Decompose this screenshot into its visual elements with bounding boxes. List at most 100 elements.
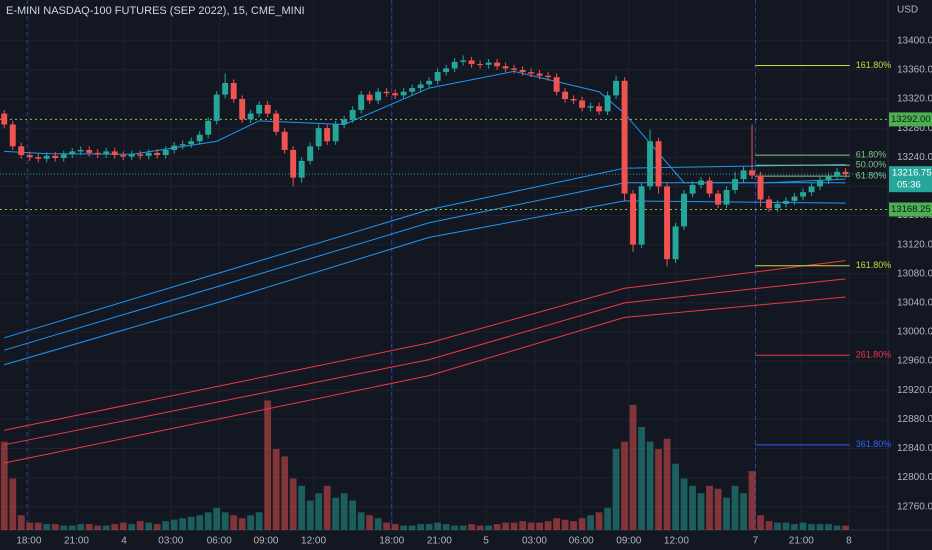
x-tick-label: 21:00 (64, 536, 89, 547)
x-tick-label: 06:00 (569, 536, 594, 547)
volume-bar (34, 522, 42, 530)
y-tick-label: 13040.00 (897, 297, 932, 308)
candle-body (791, 196, 798, 201)
candle-body (579, 100, 586, 108)
candle-body (256, 104, 263, 114)
candle-body (9, 124, 16, 147)
volume-bar (0, 441, 8, 530)
candle-body (494, 62, 501, 67)
x-tick-label: 03:00 (158, 536, 183, 547)
volume-bar (417, 524, 425, 530)
volume-bar (425, 524, 433, 530)
x-tick-label: 12:00 (664, 536, 689, 547)
volume-bar (442, 524, 450, 530)
y-tick-label: 12800.00 (897, 472, 932, 483)
candle-body (162, 149, 169, 156)
candle-body (52, 155, 59, 158)
candle-body (324, 128, 331, 142)
volume-bar (60, 525, 68, 530)
x-tick-label: 18:00 (16, 536, 41, 547)
fib-label: 161.80% (856, 260, 892, 270)
candle-body (706, 180, 713, 194)
candle-body (273, 113, 280, 132)
x-tick-label: 5 (483, 536, 489, 547)
volume-bar (748, 471, 756, 530)
candle-body (536, 73, 543, 76)
volume-bar (26, 522, 34, 530)
candle-body (689, 184, 696, 194)
y-tick-label: 13000.00 (897, 327, 932, 338)
x-tick-label: 18:00 (379, 536, 404, 547)
volume-bar (765, 521, 773, 530)
candle-body (366, 94, 373, 101)
volume-bar (238, 518, 246, 530)
price-level-label: 13292.00 (891, 114, 931, 125)
volume-bar (400, 525, 408, 530)
volume-bar (281, 456, 289, 530)
volume-bar (391, 524, 399, 530)
volume-bar (612, 449, 620, 530)
candle-body (26, 155, 33, 158)
volume-bar (536, 522, 543, 530)
y-tick-label: 12760.00 (897, 501, 932, 512)
fib-label: 261.80% (856, 350, 892, 360)
candle-body (426, 80, 433, 85)
volume-bar (808, 524, 815, 530)
volume-bar (757, 515, 764, 530)
volume-bar (323, 485, 331, 530)
last-price-label: 13216.75 (892, 168, 932, 179)
volume-bar (179, 518, 187, 530)
y-tick-label: 13080.00 (897, 268, 932, 279)
candle-body (613, 80, 620, 96)
volume-bar (349, 500, 357, 530)
candle-body (570, 99, 577, 101)
volume-bar (247, 515, 255, 530)
fib-label: 50.00% (856, 160, 887, 170)
candle-body (43, 155, 50, 159)
candle-body (307, 146, 314, 161)
x-tick-label: 4 (121, 536, 127, 547)
candle-body (468, 60, 475, 65)
volume-bar (264, 400, 272, 530)
volume-bar (272, 449, 280, 530)
volume-bar (196, 515, 204, 530)
fib-label: 161.80% (856, 60, 892, 70)
volume-bar (782, 522, 790, 530)
volume-bar (102, 525, 110, 530)
candle-body (732, 179, 739, 191)
volume-bar (374, 518, 382, 530)
volume-bar (162, 521, 170, 530)
x-tick-label: 06:00 (207, 536, 232, 547)
candle-body (774, 203, 781, 209)
candle-body (672, 226, 679, 260)
volume-bar (663, 438, 671, 530)
candle-body (264, 104, 271, 114)
volume-bar (842, 525, 849, 530)
y-tick-label: 12880.00 (897, 414, 932, 425)
candle-body (281, 131, 288, 150)
candle-body (103, 151, 110, 155)
volume-bar (145, 522, 153, 530)
candle-body (842, 171, 849, 174)
x-tick-label: 21:00 (427, 536, 452, 547)
volume-bar (17, 515, 25, 530)
candle-body (239, 99, 246, 120)
volume-bar (825, 524, 832, 530)
volume-bar (689, 485, 696, 530)
currency: USD (897, 5, 918, 16)
candle-body (375, 91, 382, 101)
volume-bar (408, 525, 416, 530)
candle-body (562, 91, 569, 100)
candle-body (145, 152, 152, 156)
candle-body (740, 170, 747, 180)
candle-body (723, 190, 730, 205)
candle-body (111, 151, 118, 156)
candle-body (120, 155, 127, 157)
volume-bar (493, 524, 501, 530)
candle-body (451, 61, 458, 69)
last-price-badge (889, 166, 932, 193)
volume-bar (774, 522, 781, 530)
candle-body (86, 149, 93, 153)
volume-bar (476, 525, 484, 530)
volume-bar (332, 497, 340, 530)
